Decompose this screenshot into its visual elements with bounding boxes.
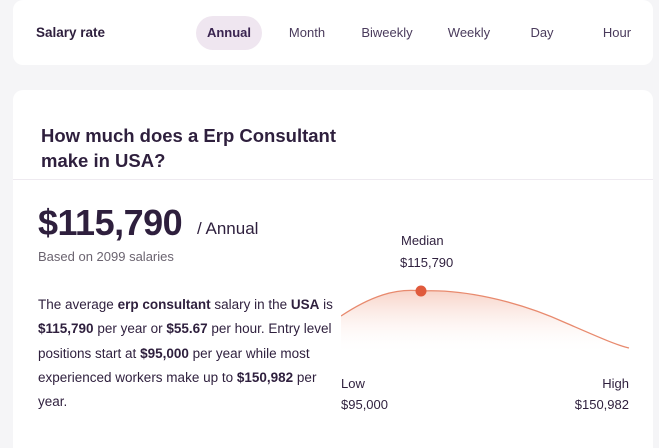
tab-biweekly[interactable]: Biweekly	[361, 25, 413, 40]
desc-text: salary in the	[210, 297, 291, 312]
desc-text: per year or	[93, 321, 167, 337]
salary-description: The average erp consultant salary in the…	[38, 293, 338, 414]
distribution-curve-svg	[341, 285, 630, 355]
tab-weekly[interactable]: Weekly	[447, 25, 491, 40]
desc-high-salary: $150,982	[236, 369, 294, 385]
median-label: Median	[401, 233, 444, 248]
distribution-curve	[341, 289, 630, 349]
average-salary: $115,790	[38, 202, 183, 243]
page-title: How much does a Erp Consultant make in U…	[41, 125, 336, 171]
divider	[13, 179, 653, 180]
tab-month[interactable]: Month	[288, 25, 326, 40]
desc-text: per year.	[38, 369, 317, 410]
salary-rate-card: Salary rate Annual Month Biweekly Weekly…	[13, 0, 653, 65]
desc-text: per year while most experienced workers …	[38, 345, 310, 385]
desc-location: USA	[290, 297, 320, 312]
salary-count: Based on 2099 salaries	[38, 249, 174, 264]
tab-day[interactable]: Day	[530, 25, 554, 40]
low-label: Low	[341, 376, 365, 391]
distribution-area	[341, 290, 629, 355]
desc-text: per hour. Entry level positions start at	[38, 321, 332, 361]
salary-summary-card: How much does a Erp Consultant make in U…	[13, 90, 653, 448]
desc-job-title: erp consultant	[117, 297, 211, 312]
desc-text: The average	[38, 297, 118, 312]
tab-hour[interactable]: Hour	[602, 25, 632, 40]
high-value: $150,982	[574, 397, 629, 412]
low-value: $95,000	[341, 397, 388, 412]
desc-hourly-salary: $55.67	[166, 321, 208, 337]
desc-yearly-salary: $115,790	[38, 321, 94, 337]
desc-entry-salary: $95,000	[140, 345, 189, 361]
salary-distribution-chart: Median $115,790 Low $95,000 High $150,98…	[341, 230, 631, 420]
salary-period: / Annual	[197, 219, 259, 238]
tab-annual[interactable]: Annual	[196, 16, 262, 50]
salary-rate-title: Salary rate	[36, 25, 106, 40]
median-value: $115,790	[400, 255, 454, 270]
desc-text: is	[319, 297, 333, 312]
median-marker	[415, 285, 427, 297]
high-label: High	[602, 376, 629, 391]
